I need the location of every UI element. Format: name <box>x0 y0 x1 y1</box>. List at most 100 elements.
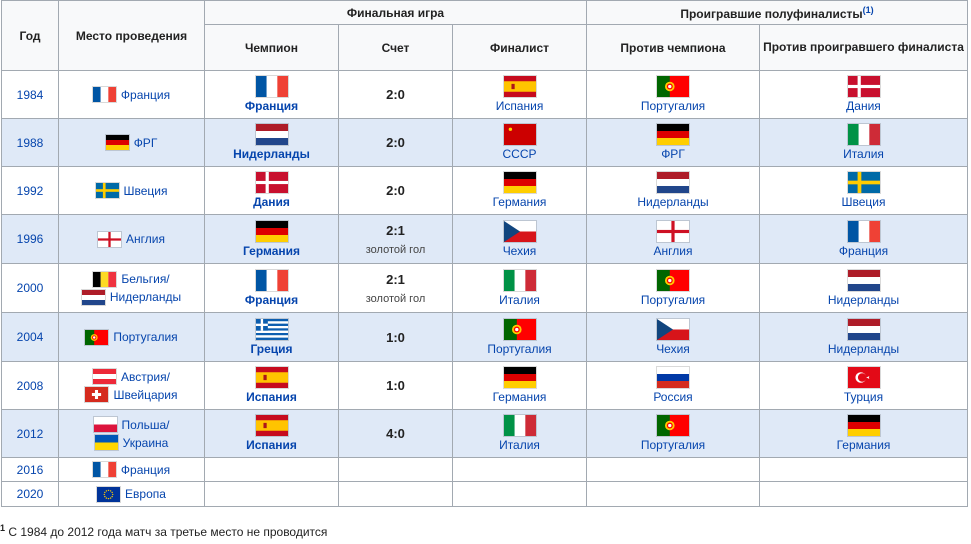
header-champion: Чемпион <box>204 24 339 71</box>
semifinalist-vs-finalist-link[interactable]: Италия <box>843 147 884 161</box>
semifinalist-vs-champion-link[interactable]: Нидерланды <box>637 195 709 209</box>
venue-item: Португалия <box>85 329 178 345</box>
semifinalist-vs-champion-link[interactable]: Португалия <box>640 438 706 452</box>
semifinalist-vs-champion-link[interactable]: Чехия <box>656 341 690 356</box>
year-link[interactable]: 2016 <box>16 462 44 477</box>
venue-link[interactable]: Европа <box>125 487 166 501</box>
flag-england-icon <box>657 220 689 242</box>
semifinalist-vs-finalist-link[interactable]: Германия <box>836 438 891 452</box>
venue-link[interactable]: Украина <box>122 435 169 450</box>
semifinalist-vs-champion-link[interactable]: Португалия <box>640 99 706 113</box>
flag-belgium-icon <box>93 271 117 287</box>
flag-spain-icon <box>503 76 536 97</box>
year-link[interactable]: 1992 <box>16 183 44 198</box>
score-cell: 1:0 <box>339 330 452 345</box>
champion-cell: Испания <box>205 415 338 452</box>
semifinalist-vs-finalist-link[interactable]: Нидерланды <box>827 341 900 356</box>
score-value: 2:0 <box>386 135 405 150</box>
venue-link[interactable]: Португалия <box>113 330 178 344</box>
year-link[interactable]: 2004 <box>16 330 44 344</box>
finalist-link[interactable]: Чехия <box>502 243 537 258</box>
champion-link[interactable]: Нидерланды <box>233 147 310 161</box>
year-link[interactable]: 1984 <box>16 87 44 102</box>
semifinalist-vs-finalist-link[interactable]: Турция <box>843 390 884 404</box>
year-cell: 2012 <box>1 409 59 458</box>
flag-poland-icon <box>93 417 117 432</box>
semifinalist-vs-finalist-link[interactable]: Швеция <box>841 195 886 209</box>
venue-link[interactable]: ФРГ <box>133 135 158 150</box>
semifinalist-vs-finalist-cell: Дания <box>760 76 967 113</box>
header-vs-finalist: Против проигравшего финалиста <box>759 24 968 71</box>
semifinalist-vs-champion-link[interactable]: Россия <box>653 390 693 404</box>
venue-link[interactable]: Франция <box>120 462 171 477</box>
year-link[interactable]: 1996 <box>16 232 44 246</box>
venue-item: Англия <box>98 231 165 247</box>
flag-europe-icon <box>97 486 121 502</box>
semifinalist-vs-finalist-cell: Германия <box>760 415 967 452</box>
year-link[interactable]: 2000 <box>16 281 44 295</box>
venue-link[interactable]: Нидерланды <box>109 290 182 304</box>
finalist-link[interactable]: Испания <box>495 99 544 113</box>
flag-germany-icon <box>847 415 880 436</box>
header-semis-label: Проигравшие полуфиналисты <box>680 6 863 21</box>
venue-cell: Франция <box>58 70 205 119</box>
table-row: 1992 Швеция Дания 2:0 Германия Нидерланд… <box>1 166 968 215</box>
champion-link[interactable]: Греция <box>250 341 293 356</box>
finalist-link[interactable]: Италия <box>499 292 540 307</box>
finalist-cell: Италия <box>453 415 586 452</box>
year-cell: 1988 <box>1 118 59 167</box>
table-row: 1984 Франция Франция 2:0 Испания Португа… <box>1 70 968 119</box>
finalist-cell: Италия <box>453 269 586 307</box>
semifinalist-vs-finalist-link[interactable]: Франция <box>838 243 889 258</box>
flag-germany-icon <box>503 172 536 193</box>
venue-item: Европа <box>97 486 166 502</box>
finalist-cell: Португалия <box>453 318 586 356</box>
champion-link[interactable]: Франция <box>244 99 299 113</box>
venue-cell: Европа <box>58 481 205 507</box>
header-year: Год <box>1 0 59 71</box>
semifinalist-vs-finalist-cell: Турция <box>760 367 967 404</box>
semifinalist-vs-champion-link[interactable]: Англия <box>653 243 693 258</box>
score-value: 2:0 <box>386 183 405 198</box>
semifinalist-vs-champion-link[interactable]: Португалия <box>640 292 706 307</box>
finalist-link[interactable]: Португалия <box>487 341 552 356</box>
venue-link[interactable]: Польша/ <box>121 417 170 432</box>
venue-link[interactable]: Англия <box>126 232 165 246</box>
champion-link[interactable]: Испания <box>246 390 297 404</box>
semifinalist-vs-finalist-cell: Нидерланды <box>760 318 967 356</box>
venue-link[interactable]: Австрия/ <box>121 369 170 384</box>
finalist-link[interactable]: Германия <box>492 390 547 404</box>
year-cell: 2000 <box>1 263 59 313</box>
venue-item: Франция <box>92 462 171 477</box>
finalist-cell: Испания <box>453 76 586 113</box>
venue-link[interactable]: Швейцария <box>113 387 178 402</box>
year-link[interactable]: 2008 <box>16 378 44 393</box>
score-value: 2:0 <box>386 87 405 102</box>
year-link[interactable]: 2012 <box>16 426 44 441</box>
venue-link[interactable]: Швеция <box>123 183 168 198</box>
year-link[interactable]: 1988 <box>16 135 44 150</box>
finalist-link[interactable]: Италия <box>499 438 540 452</box>
finalist-link[interactable]: СССР <box>502 147 537 161</box>
semifinalist-vs-finalist-link[interactable]: Дания <box>846 99 881 113</box>
champion-cell: Нидерланды <box>205 124 338 161</box>
venue-link[interactable]: Бельгия/ <box>121 272 170 286</box>
finalist-link[interactable]: Германия <box>492 195 547 209</box>
semifinalist-vs-champion-cell: Россия <box>587 367 759 404</box>
venue-item: Швейцария <box>85 387 178 402</box>
champion-link[interactable]: Франция <box>244 292 299 307</box>
flag-france-icon <box>255 76 288 97</box>
semifinalist-vs-finalist-cell: Швеция <box>760 172 967 209</box>
champion-link[interactable]: Испания <box>246 438 297 452</box>
champion-link[interactable]: Дания <box>253 195 290 209</box>
table-row: 2016 Франция <box>1 457 968 482</box>
score-cell: 2:0 <box>339 135 452 150</box>
header-semis-footnote[interactable]: (1) <box>862 4 874 15</box>
semifinalist-vs-finalist-link[interactable]: Нидерланды <box>827 292 900 307</box>
champion-link[interactable]: Германия <box>242 243 301 258</box>
venue-link[interactable]: Франция <box>120 87 171 102</box>
flag-italy-icon <box>503 269 536 291</box>
year-link[interactable]: 2020 <box>16 487 44 501</box>
header-final: Финальная игра <box>204 0 587 25</box>
semifinalist-vs-champion-link[interactable]: ФРГ <box>661 147 685 161</box>
